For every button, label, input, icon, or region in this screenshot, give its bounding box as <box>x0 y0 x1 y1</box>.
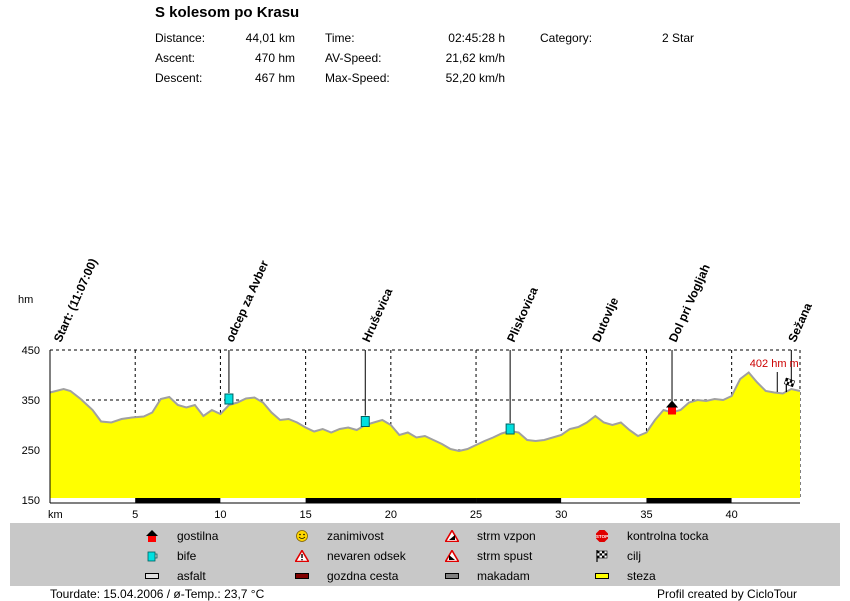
y-tick-labels: 150 250 350 450 <box>22 345 40 507</box>
descent-value: 467 hm <box>254 71 295 85</box>
flag-check-0 <box>785 378 789 382</box>
waypoint-label-0: Start: (11:07:00) <box>51 256 100 344</box>
y-tick-label-150: 150 <box>22 495 40 507</box>
surface-segment-4 <box>476 498 562 503</box>
house-body-icon <box>668 407 677 415</box>
svg-text:STOP: STOP <box>596 534 608 539</box>
tour-title: S kolesom po Krasu <box>155 4 300 21</box>
elevation-profile-chart: hm 150 250 350 450 5 10 15 20 25 30 35 40 km Start… <box>18 256 815 521</box>
flag-check-1 <box>789 379 793 384</box>
flag-check-2 <box>786 381 790 386</box>
x-tick-label-30: 30 <box>555 509 567 521</box>
distance-label: Distance: <box>155 31 206 45</box>
surface-segment-2 <box>220 498 306 503</box>
time-value: 02:45:28 h <box>448 31 505 45</box>
credit-footer: Profil created by CicloTour <box>657 587 798 601</box>
category-label: Category: <box>540 31 593 45</box>
checkered-flag-icon <box>783 377 796 388</box>
legend-panel: gostilna zanimivost strm vzpon STOP kont… <box>10 523 840 586</box>
max-elevation-label: 402 hm m <box>750 358 799 370</box>
x-tick-label-10: 10 <box>214 509 226 521</box>
waypoint-label-6: Sežana <box>785 300 815 344</box>
surface-segment-3 <box>305 498 477 503</box>
surface-bar <box>50 498 800 503</box>
category-value: 2 Star <box>662 31 695 45</box>
trail-swatch-icon <box>595 573 609 579</box>
flag-check-3 <box>790 383 794 387</box>
surface-segment-5 <box>561 498 647 503</box>
smiley-icon <box>296 530 308 542</box>
surface-segment-6 <box>646 498 732 503</box>
surface-segment-0 <box>50 498 136 503</box>
ascent-label: Ascent: <box>155 51 196 65</box>
tourdate-footer: Tourdate: 15.04.2006 / ø-Temp.: 23,7 °C <box>50 587 265 601</box>
x-tick-label-20: 20 <box>385 509 397 521</box>
av-speed-label: AV-Speed: <box>325 51 382 65</box>
elevation-area <box>50 372 800 498</box>
y-tick-label-250: 250 <box>22 445 40 457</box>
checkered-flag-icon <box>596 550 608 562</box>
surface-segment-1 <box>135 498 221 503</box>
waypoint-label-2: Hruševica <box>359 286 395 344</box>
time-label: Time: <box>325 31 355 45</box>
y-tick-label-450: 450 <box>22 345 40 357</box>
descent-label: Descent: <box>155 71 203 85</box>
gravel-swatch-icon <box>445 573 459 579</box>
x-tick-label-35: 35 <box>640 509 652 521</box>
x-tick-label-25: 25 <box>470 509 482 521</box>
mug-icon <box>147 551 158 562</box>
x-tick-label-40: 40 <box>726 509 738 521</box>
waypoint-label-1: odcep za Avber <box>223 258 272 344</box>
ascent-value: 470 hm <box>254 51 295 65</box>
asphalt-swatch-icon <box>145 573 159 579</box>
mug-icon <box>224 393 234 405</box>
x-axis-unit-label: km <box>48 509 63 521</box>
waypoint-label-4: Dutovlje <box>589 295 621 344</box>
surface-segment-7 <box>731 498 800 503</box>
y-axis-unit-label: hm <box>18 294 33 306</box>
max-speed-value: 52,20 km/h <box>445 71 505 85</box>
stop-sign-icon: STOP <box>596 530 608 542</box>
steep-climb-icon <box>445 530 459 542</box>
max-speed-label: Max-Speed: <box>325 71 390 85</box>
house-icon <box>666 400 679 408</box>
distance-value: 44,01 km <box>245 31 295 45</box>
mug-icon <box>505 423 515 435</box>
x-tick-labels: 5 10 15 20 25 30 35 40 <box>132 509 738 521</box>
av-speed-value: 21,62 km/h <box>445 51 505 65</box>
elevation-line <box>49 371 801 453</box>
warning-icon <box>295 550 309 562</box>
house-icon <box>146 530 158 542</box>
waypoint-label-5: Dol pri Vogljah <box>666 262 713 344</box>
y-tick-label-350: 350 <box>22 395 40 407</box>
waypoint-label-3: Pliskovica <box>504 285 541 345</box>
forest-road-swatch-icon <box>295 573 309 579</box>
x-tick-label-5: 5 <box>132 509 138 521</box>
x-tick-label-15: 15 <box>299 509 311 521</box>
steep-descent-icon <box>445 550 459 562</box>
mug-icon <box>360 416 370 427</box>
